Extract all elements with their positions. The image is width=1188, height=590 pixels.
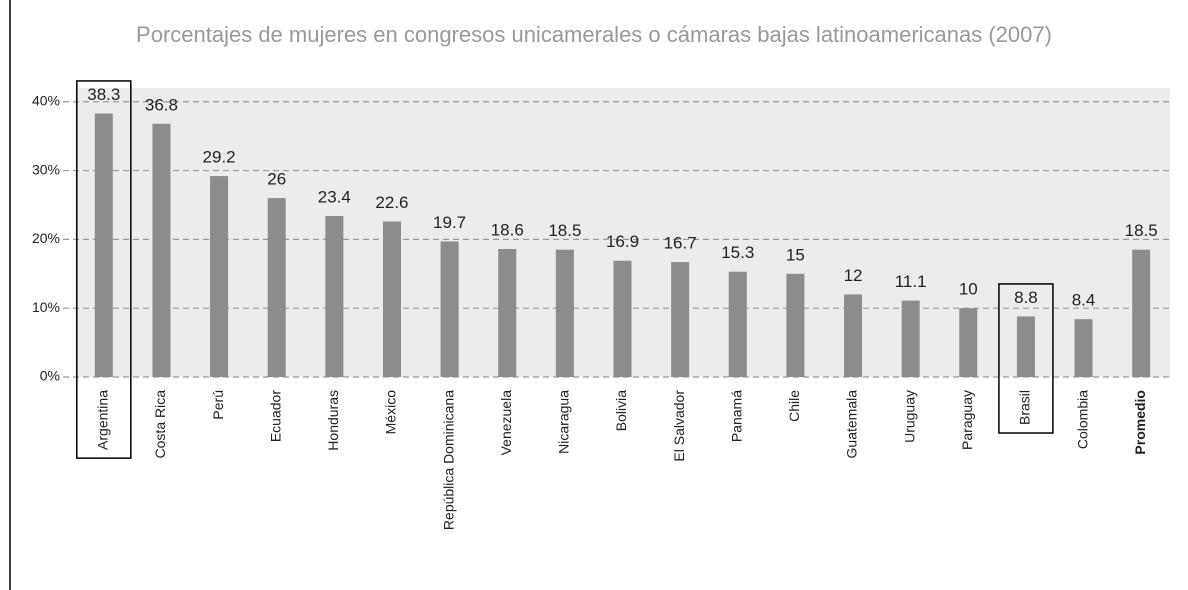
- x-tick-label: Argentina: [95, 390, 111, 450]
- bar: [94, 113, 113, 377]
- value-label: 8.4: [1072, 291, 1096, 310]
- bar: [382, 221, 401, 377]
- value-label: 16.7: [664, 234, 697, 253]
- x-tick-label: Nicaragua: [556, 390, 572, 454]
- highlight-box: [998, 283, 1054, 434]
- x-tick-label: Ecuador: [267, 390, 283, 442]
- bar: [325, 215, 344, 377]
- bar: [901, 300, 920, 377]
- value-label: 18.6: [491, 220, 524, 239]
- bar: [1074, 319, 1093, 377]
- bar: [671, 262, 690, 377]
- bar: [1016, 316, 1035, 377]
- x-tick-label: Paraguay: [959, 390, 975, 450]
- value-label: 12: [844, 266, 863, 285]
- x-tick-label: República Dominicana: [440, 390, 456, 530]
- x-tick-label: Chile: [786, 390, 802, 422]
- value-label: 22.6: [375, 193, 408, 212]
- x-tick-label: Uruguay: [901, 390, 917, 443]
- x-tick-label: Perú: [210, 390, 226, 420]
- bar: [728, 271, 747, 377]
- bar: [844, 294, 863, 377]
- x-tick-label: Panamá: [728, 390, 744, 442]
- x-tick-label: El Salvador: [671, 390, 687, 462]
- x-tick-label: Honduras: [325, 390, 341, 451]
- y-tick-label: 40%: [32, 92, 60, 108]
- bar: [498, 249, 517, 377]
- x-tick-label: Costa Rica: [152, 390, 168, 459]
- x-tick-label: Promedio: [1132, 390, 1148, 455]
- y-tick-label: 30%: [32, 161, 60, 177]
- value-label: 18.5: [548, 221, 581, 240]
- value-label: 19.7: [433, 213, 466, 232]
- bar: [555, 249, 574, 377]
- y-tick-label: 10%: [32, 299, 60, 315]
- bar: [1132, 249, 1151, 377]
- x-tick-label: Guatemala: [844, 390, 860, 459]
- bar: [440, 241, 459, 377]
- x-tick-label: México: [383, 390, 399, 435]
- bar: [613, 260, 632, 377]
- x-tick-label: Bolivia: [613, 390, 629, 431]
- value-label: 8.8: [1014, 288, 1038, 307]
- value-label: 10: [959, 280, 978, 299]
- value-label: 26: [267, 170, 286, 189]
- bar: [786, 273, 805, 377]
- bar: [152, 123, 171, 378]
- chart-title: Porcentajes de mujeres en congresos unic…: [136, 22, 1052, 47]
- value-label: 15.3: [721, 243, 754, 262]
- value-label: 29.2: [203, 148, 236, 167]
- bar: [959, 308, 978, 377]
- x-tick-label: Venezuela: [498, 390, 514, 456]
- value-label: 23.4: [318, 187, 351, 206]
- y-tick-label: 0%: [40, 368, 60, 384]
- x-tick-label: Brasil: [1017, 390, 1033, 425]
- x-tick-label: Colombia: [1074, 390, 1090, 449]
- value-label: 18.5: [1125, 221, 1158, 240]
- highlight-box: [76, 80, 132, 459]
- bar: [267, 198, 286, 377]
- value-label: 15: [786, 245, 805, 264]
- bar: [210, 176, 229, 377]
- value-label: 36.8: [145, 95, 178, 114]
- y-tick-label: 20%: [32, 230, 60, 246]
- value-label: 38.3: [87, 85, 120, 104]
- value-label: 11.1: [895, 272, 927, 291]
- value-label: 16.9: [606, 232, 639, 251]
